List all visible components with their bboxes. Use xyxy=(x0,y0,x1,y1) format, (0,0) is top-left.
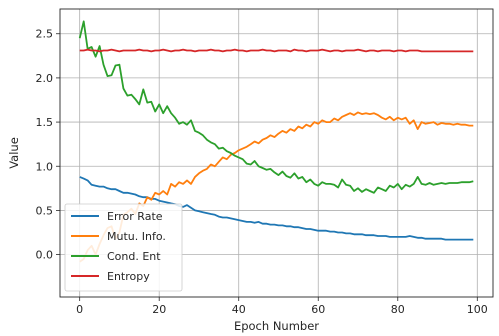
legend-label-mutu-info: Mutu. Info. xyxy=(107,230,166,243)
plot-frame xyxy=(59,8,494,298)
y-tick-label: 2.0 xyxy=(36,72,54,85)
series-line-error-rate xyxy=(79,176,474,241)
y-tick-label: 1.0 xyxy=(36,160,54,173)
series-line-cond-ent xyxy=(78,20,474,194)
x-axis-ticks: 0 20 40 60 80 100 xyxy=(76,297,488,316)
y-tick-label: 2.5 xyxy=(36,28,54,41)
x-tick-label: 40 xyxy=(232,303,246,316)
y-axis-title: Value xyxy=(7,137,21,169)
legend-box xyxy=(64,203,183,292)
y-tick-label: 1.5 xyxy=(36,116,54,129)
y-tick-label: 0.5 xyxy=(36,204,54,217)
series-layer xyxy=(78,20,474,263)
legend-label-cond-ent: Cond. Ent xyxy=(107,250,161,263)
legend-label-entropy: Entropy xyxy=(107,270,150,283)
y-axis-ticks: 0.0 0.5 1.0 1.5 2.0 2.5 xyxy=(36,28,60,262)
legend-label-error-rate: Error Rate xyxy=(107,210,163,223)
x-axis-title: Epoch Number xyxy=(234,319,319,333)
x-tick-label: 80 xyxy=(391,303,405,316)
x-tick-label: 100 xyxy=(467,303,488,316)
x-tick-label: 0 xyxy=(76,303,83,316)
x-tick-label: 60 xyxy=(311,303,325,316)
y-tick-label: 0.0 xyxy=(36,249,54,262)
x-tick-label: 20 xyxy=(152,303,166,316)
series-line-entropy xyxy=(79,48,474,53)
legend: Error Rate Mutu. Info. Cond. Ent Entropy xyxy=(64,203,183,292)
series-line-mutu-info xyxy=(79,111,474,263)
